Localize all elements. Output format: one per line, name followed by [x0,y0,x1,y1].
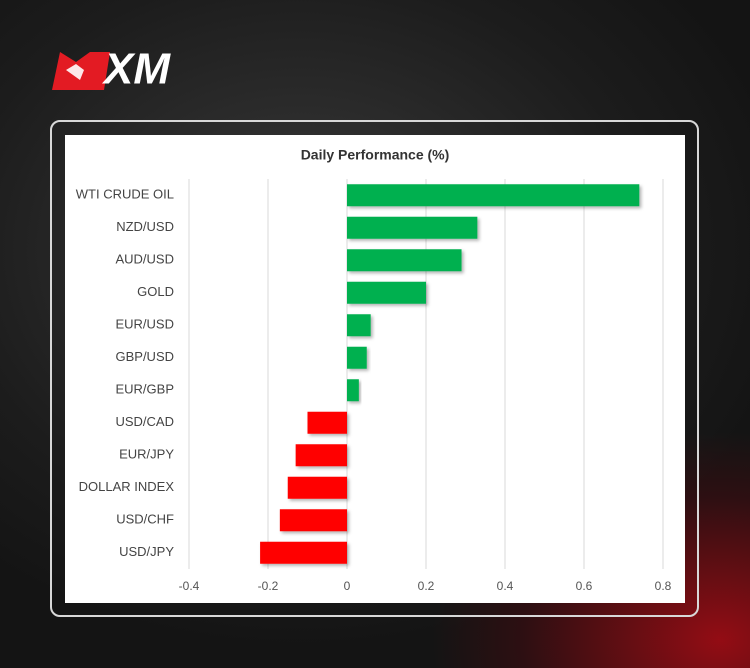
plot: WTI CRUDE OIL NZD/USD AUD/USD GOLD EUR/USD GB… [76,184,640,564]
x-tick-label: 0.4 [497,579,514,593]
logo-icon-detail [66,64,84,80]
y-tick-label: WTI CRUDE OIL [76,187,174,202]
x-tick-label: 0 [344,579,351,593]
bar [307,411,347,434]
bar [347,184,640,207]
y-tick-label: USD/CAD [115,414,174,429]
y-tick-label: EUR/GBP [115,382,174,397]
y-tick-label: GOLD [137,284,174,299]
y-tick-label: EUR/JPY [119,447,174,462]
bar [279,509,347,532]
bar [347,249,462,272]
y-tick-label: USD/CHF [116,512,174,527]
bar [260,541,347,564]
bar [347,314,371,337]
y-tick-label: NZD/USD [116,219,174,234]
y-tick-label: EUR/USD [115,317,174,332]
x-tick-label: -0.4 [179,579,200,593]
y-tick-label: USD/JPY [119,544,174,559]
y-tick-label: GBP/USD [115,349,174,364]
x-tick-label: 0.2 [418,579,435,593]
y-tick-label: AUD/USD [115,252,174,267]
bar [287,476,347,499]
grid: -0.4 -0.2 0 0.2 0.4 0.6 0.8 [179,179,672,593]
x-tick-label: -0.2 [258,579,279,593]
frame [50,120,699,617]
logo: XM [52,45,171,94]
bar [347,216,478,239]
x-tick-label: 0.8 [655,579,672,593]
logo-text: XM [101,45,171,94]
y-tick-label: DOLLAR INDEX [79,479,175,494]
chart-title: Daily Performance (%) [301,147,450,163]
chart-area [65,135,685,603]
bar [295,444,347,467]
bar [347,379,359,402]
bar [347,346,367,369]
bar [347,281,426,304]
x-tick-label: 0.6 [576,579,593,593]
